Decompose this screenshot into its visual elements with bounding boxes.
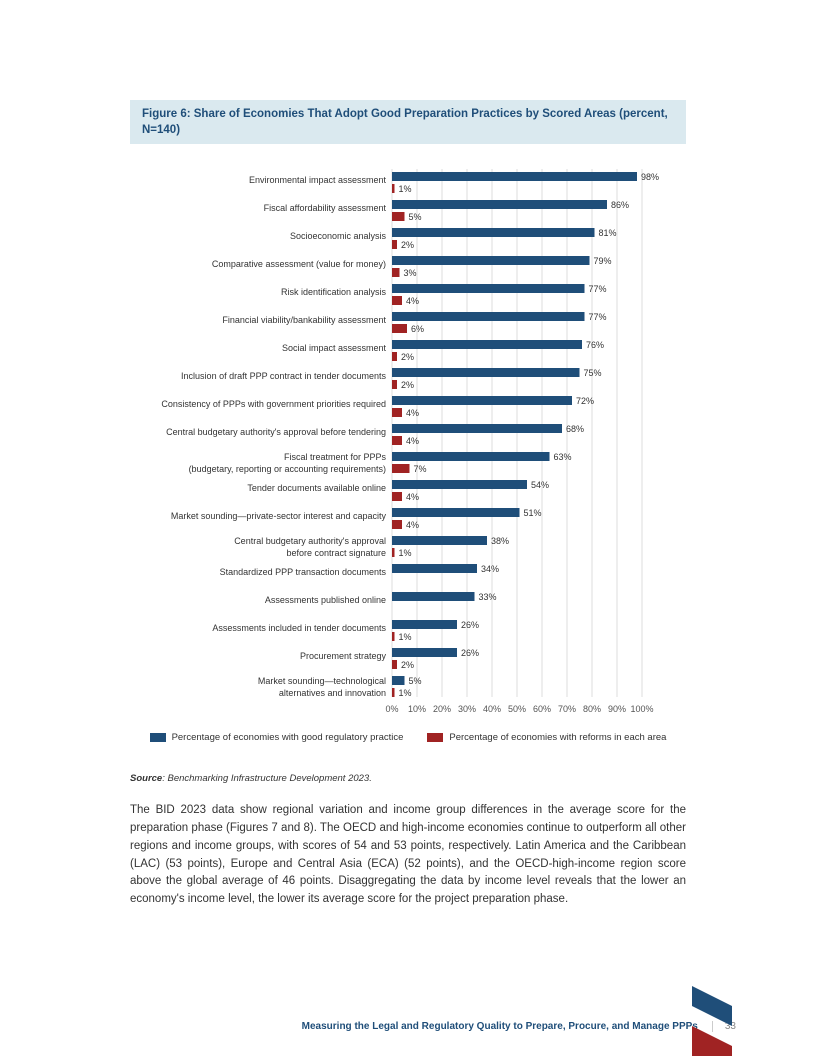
svg-text:before contract signature: before contract signature (286, 548, 386, 558)
svg-text:54%: 54% (531, 480, 549, 490)
svg-text:90%: 90% (608, 704, 626, 714)
svg-text:4%: 4% (406, 296, 419, 306)
svg-text:77%: 77% (589, 312, 607, 322)
svg-text:Market sounding—private-sector: Market sounding—private-sector interest … (171, 511, 387, 521)
svg-text:2%: 2% (401, 240, 414, 250)
svg-text:Financial viability/bankabilit: Financial viability/bankability assessme… (222, 315, 386, 325)
svg-text:4%: 4% (406, 492, 419, 502)
svg-text:Social impact assessment: Social impact assessment (282, 343, 387, 353)
svg-text:77%: 77% (589, 284, 607, 294)
svg-text:1%: 1% (399, 184, 412, 194)
svg-text:10%: 10% (408, 704, 426, 714)
svg-text:Assessments published online: Assessments published online (265, 595, 386, 605)
svg-text:Inclusion of draft PPP contrac: Inclusion of draft PPP contract in tende… (181, 371, 386, 381)
svg-text:4%: 4% (406, 520, 419, 530)
svg-text:Fiscal affordability assessmen: Fiscal affordability assessment (264, 203, 387, 213)
legend-label-series1: Percentage of economies with good regula… (172, 732, 404, 743)
svg-text:3%: 3% (404, 268, 417, 278)
svg-text:Fiscal treatment for PPPs: Fiscal treatment for PPPs (284, 452, 387, 462)
svg-text:86%: 86% (611, 200, 629, 210)
svg-text:Market sounding—technological: Market sounding—technological (258, 676, 386, 686)
svg-text:0%: 0% (385, 704, 398, 714)
figure-chart: 0% 10% 20% 30% 40% 50% 60% 70% 80% 90% 100% Environ… (130, 164, 686, 743)
svg-text:2%: 2% (401, 660, 414, 670)
svg-text:51%: 51% (524, 508, 542, 518)
svg-text:80%: 80% (583, 704, 601, 714)
svg-text:33%: 33% (479, 592, 497, 602)
svg-text:6%: 6% (411, 324, 424, 334)
svg-text:26%: 26% (461, 620, 479, 630)
svg-text:26%: 26% (461, 648, 479, 658)
svg-text:70%: 70% (558, 704, 576, 714)
figure-title: Figure 6: Share of Economies That Adopt … (130, 100, 686, 144)
svg-text:100%: 100% (630, 704, 653, 714)
svg-text:Central budgetary authority's: Central budgetary authority's approval (234, 536, 386, 546)
svg-text:30%: 30% (458, 704, 476, 714)
svg-text:Consistency of PPPs with gover: Consistency of PPPs with government prio… (161, 399, 386, 409)
svg-text:(budgetary, reporting or accou: (budgetary, reporting or accounting requ… (189, 464, 386, 474)
svg-text:38%: 38% (491, 536, 509, 546)
legend-item-series1: Percentage of economies with good regula… (150, 732, 404, 743)
svg-text:2%: 2% (401, 352, 414, 362)
svg-text:5%: 5% (409, 676, 422, 686)
svg-text:60%: 60% (533, 704, 551, 714)
svg-text:Central budgetary authority's: Central budgetary authority's approval b… (166, 427, 386, 437)
svg-text:1%: 1% (399, 632, 412, 642)
svg-text:75%: 75% (584, 368, 602, 378)
body-paragraph: The BID 2023 data show regional variatio… (130, 802, 686, 909)
svg-text:Comparative assessment (value: Comparative assessment (value for money) (212, 259, 386, 269)
svg-text:40%: 40% (483, 704, 501, 714)
svg-text:81%: 81% (599, 228, 617, 238)
svg-text:Tender documents available onl: Tender documents available online (247, 483, 386, 493)
svg-text:79%: 79% (594, 256, 612, 266)
legend-label-series2: Percentage of economies with reforms in … (449, 732, 666, 743)
svg-text:Standardized PPP transaction d: Standardized PPP transaction documents (220, 567, 387, 577)
svg-text:1%: 1% (399, 548, 412, 558)
svg-text:alternatives and innovation: alternatives and innovation (279, 688, 386, 698)
svg-text:98%: 98% (641, 172, 659, 182)
svg-text:Risk identification analysis: Risk identification analysis (281, 287, 387, 297)
footer-title: Measuring the Legal and Regulatory Quali… (302, 1021, 698, 1032)
source-text: : Benchmarking Infrastructure Developmen… (162, 773, 372, 784)
page-footer: Measuring the Legal and Regulatory Quali… (302, 1021, 736, 1032)
svg-text:7%: 7% (414, 464, 427, 474)
svg-text:72%: 72% (576, 396, 594, 406)
svg-text:50%: 50% (508, 704, 526, 714)
svg-text:Assessments included in tender: Assessments included in tender documents (212, 623, 386, 633)
corner-decoration (692, 986, 732, 1056)
chart-legend: Percentage of economies with good regula… (130, 732, 686, 743)
svg-text:76%: 76% (586, 340, 604, 350)
svg-text:4%: 4% (406, 436, 419, 446)
svg-text:34%: 34% (481, 564, 499, 574)
svg-text:Environmental impact assessmen: Environmental impact assessment (249, 175, 387, 185)
svg-text:5%: 5% (409, 212, 422, 222)
source-label: Source (130, 773, 162, 784)
svg-text:4%: 4% (406, 408, 419, 418)
svg-text:Procurement strategy: Procurement strategy (300, 651, 387, 661)
svg-text:20%: 20% (433, 704, 451, 714)
legend-item-series2: Percentage of economies with reforms in … (427, 732, 666, 743)
svg-text:63%: 63% (554, 452, 572, 462)
svg-text:Socioeconomic analysis: Socioeconomic analysis (290, 231, 387, 241)
svg-text:2%: 2% (401, 380, 414, 390)
svg-text:68%: 68% (566, 424, 584, 434)
figure-source: Source: Benchmarking Infrastructure Deve… (130, 773, 686, 784)
svg-text:1%: 1% (399, 688, 412, 698)
